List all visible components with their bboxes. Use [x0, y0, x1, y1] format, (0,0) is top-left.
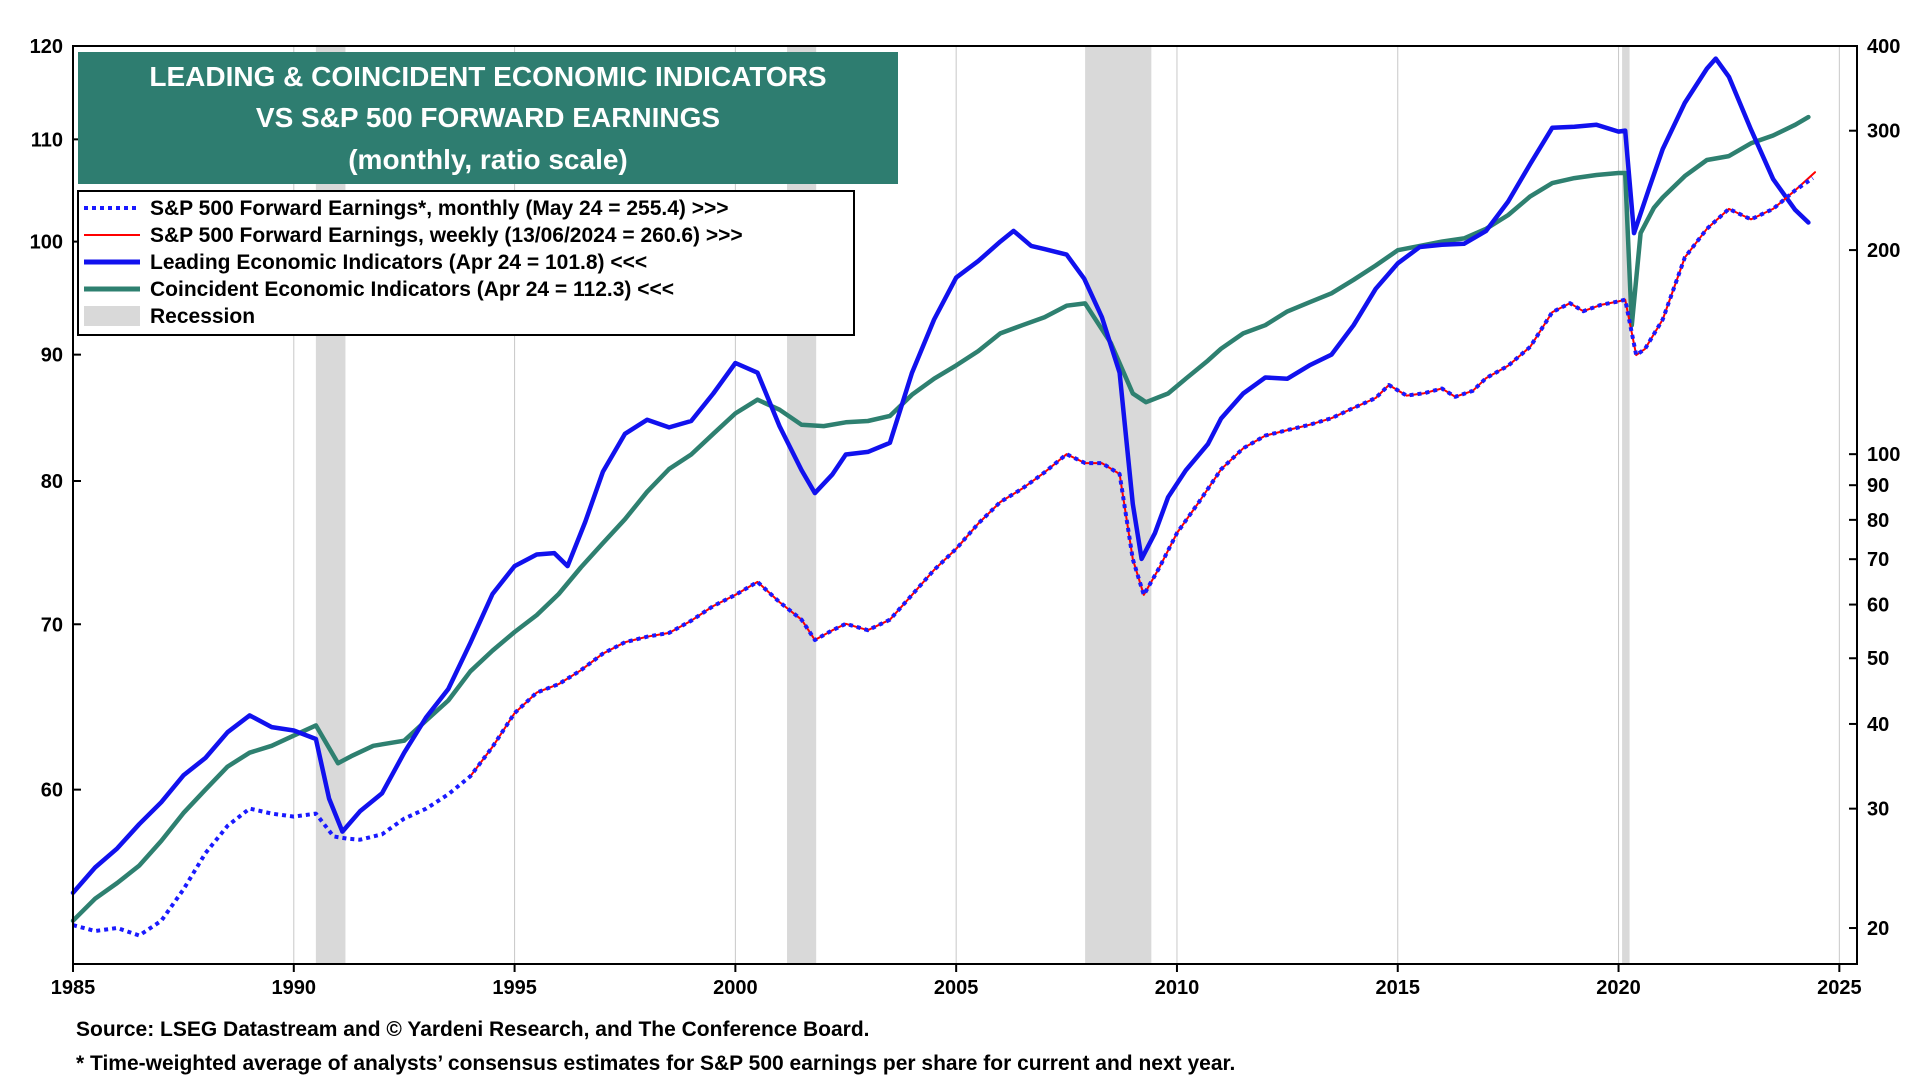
legend-label-monthly: S&P 500 Forward Earnings*, monthly (May …	[150, 197, 729, 220]
right-tick-label: 90	[1867, 475, 1889, 497]
right-tick-label: 40	[1867, 714, 1889, 736]
left-tick-label: 110	[31, 129, 63, 151]
x-tick-label: 2020	[1596, 977, 1641, 999]
footnote-asterisk: * Time-weighted average of analysts’ con…	[76, 1052, 1236, 1075]
plot-frame	[72, 45, 1858, 965]
title-line-3: (monthly, ratio scale)	[348, 144, 628, 175]
right-tick-label: 200	[1867, 240, 1900, 262]
right-axis: 20 30 40 50 60 70 80 90 100 200 300 400	[1849, 36, 1900, 940]
right-tick-label: 70	[1867, 549, 1889, 571]
right-tick-label: 50	[1867, 648, 1889, 670]
legend-label-coincident: Coincident Economic Indicators (Apr 24 =…	[150, 278, 674, 301]
left-axis: 60 70 80 90 100 110 120	[30, 36, 81, 802]
left-tick-label: 120	[30, 36, 63, 58]
right-tick-label: 30	[1867, 799, 1889, 821]
x-tick-label: 2010	[1155, 977, 1200, 999]
source-note: Source: LSEG Datastream and © Yardeni Re…	[76, 1018, 870, 1041]
right-tick-label: 80	[1867, 510, 1889, 532]
legend-swatch-recession	[84, 306, 140, 326]
x-tick-label: 2015	[1376, 977, 1421, 999]
grid-lines	[293, 46, 1840, 964]
right-tick-label: 60	[1867, 595, 1889, 617]
series-lines	[70, 56, 1816, 938]
legend: S&P 500 Forward Earnings*, monthly (May …	[77, 190, 855, 336]
recession-band-2	[1085, 46, 1152, 964]
x-tick-label: 1985	[51, 977, 96, 999]
legend-label-recession: Recession	[150, 305, 255, 328]
left-tick-label: 80	[41, 471, 63, 493]
legend-box	[77, 190, 855, 336]
left-tick-label: 60	[41, 780, 63, 802]
x-axis: 1985 1990 1995 2000 2005 2010 2015 2020 2025	[51, 964, 1862, 999]
forward-earnings-monthly-line	[72, 176, 1814, 938]
coincident-line	[70, 114, 1811, 923]
title-background	[78, 52, 898, 184]
right-tick-label: 100	[1867, 444, 1900, 466]
x-tick-label: 1995	[492, 977, 537, 999]
legend-label-weekly: S&P 500 Forward Earnings, weekly (13/06/…	[150, 224, 743, 247]
title-box: LEADING & COINCIDENT ECONOMIC INDICATORS…	[78, 52, 898, 184]
left-tick-label: 100	[30, 232, 63, 254]
left-tick-label: 90	[41, 345, 63, 367]
right-tick-label: 400	[1867, 36, 1900, 58]
x-tick-label: 2000	[713, 977, 758, 999]
right-tick-label: 20	[1867, 918, 1889, 940]
right-tick-label: 300	[1867, 121, 1900, 143]
chart-canvas: 60 70 80 90 100 110 120 20 30 40 50 60 70 80 90 100 200…	[30, 36, 1901, 999]
x-tick-label: 2005	[934, 977, 979, 999]
leading-line	[70, 56, 1811, 896]
title-line-1: LEADING & COINCIDENT ECONOMIC INDICATORS	[149, 61, 826, 92]
title-line-2: VS S&P 500 FORWARD EARNINGS	[256, 102, 720, 133]
x-tick-label: 2025	[1817, 977, 1862, 999]
left-tick-label: 70	[41, 614, 63, 636]
recession-band-3	[1622, 46, 1630, 964]
x-tick-label: 1990	[272, 977, 317, 999]
legend-label-leading: Leading Economic Indicators (Apr 24 = 10…	[150, 251, 647, 274]
